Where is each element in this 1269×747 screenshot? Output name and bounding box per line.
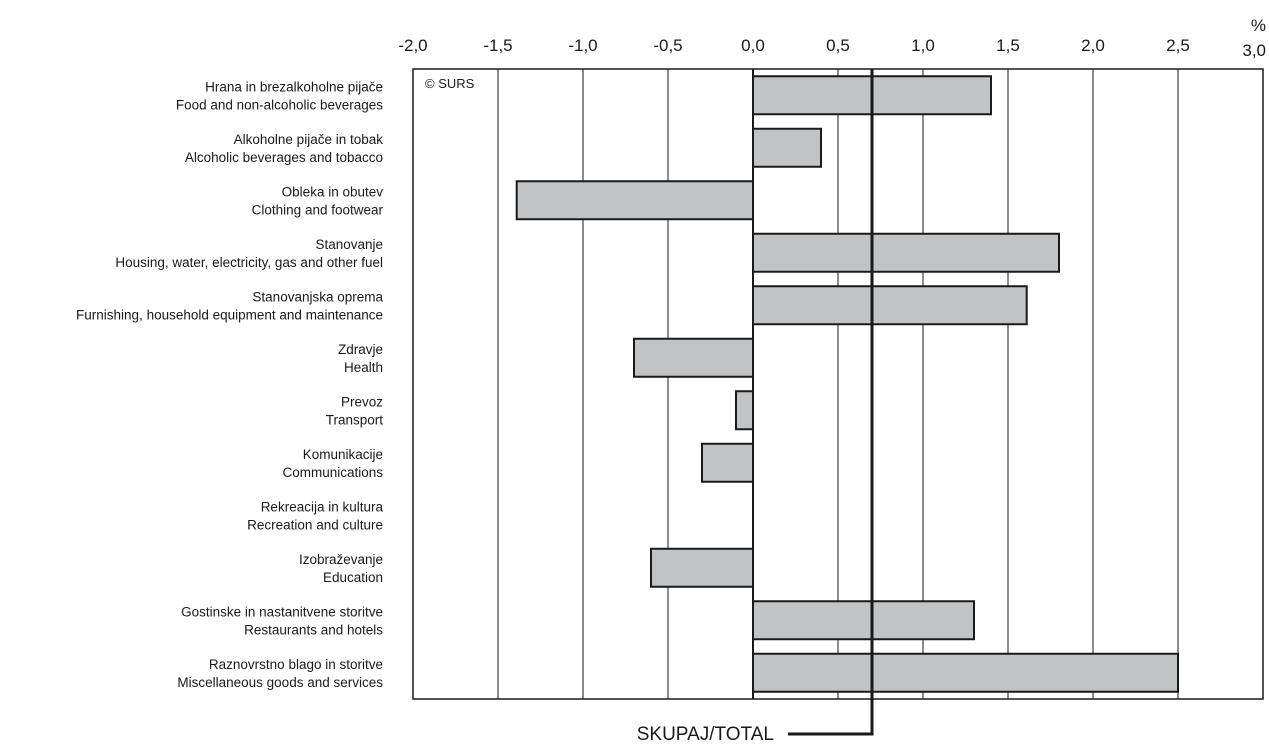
total-label: SKUPAJ/TOTAL: [637, 724, 774, 742]
category-label-sl: Gostinske in nastanitvene storitve: [181, 604, 383, 619]
category-label-sl: Alkoholne pijače in tobak: [234, 132, 384, 147]
category-label-en: Food and non-alcoholic beverages: [176, 97, 383, 112]
category-label-en: Furnishing, household equipment and main…: [76, 307, 383, 322]
bar: [752, 652, 1179, 693]
total-marker: [788, 69, 874, 736]
unit-label: %: [1251, 16, 1266, 35]
copyright-text: © SURS: [425, 76, 475, 91]
category-label-sl: Prevoz: [341, 394, 383, 409]
x-tick-labels: -2,0 -1,5 -1,0 -0,5 0,0 0,5 1,0 1,5 2,0 2,5 3,0: [398, 36, 1266, 60]
x-tick-label: -2,0: [398, 36, 427, 55]
bar: [633, 337, 754, 378]
category-label-en: Communications: [282, 465, 383, 480]
x-tick-label: -1,0: [568, 36, 597, 55]
plot-frame: [412, 68, 1264, 700]
category-label-en: Alcoholic beverages and tobacco: [185, 150, 383, 165]
category-label-sl: Raznovrstno blago in storitve: [209, 657, 383, 672]
bar: [752, 600, 975, 641]
category-label-sl: Obleka in obutev: [282, 184, 384, 199]
category-label-en: Clothing and footwear: [252, 202, 384, 217]
category-label-sl: Hrana in brezalkoholne pijače: [205, 79, 383, 94]
x-tick-label: -0,5: [653, 36, 682, 55]
bar: [735, 390, 754, 431]
x-tick-label: 3,0: [1242, 41, 1266, 60]
x-tick-label: 1,0: [911, 36, 935, 55]
x-tick-label: 0,0: [741, 36, 765, 55]
bar: [752, 127, 822, 168]
bar: [701, 442, 754, 483]
category-labels: Hrana in brezalkoholne pijače Food and no…: [76, 79, 383, 690]
category-label-en: Education: [323, 570, 383, 585]
x-tick-label: 2,5: [1166, 36, 1190, 55]
category-label-en: Miscellaneous goods and services: [177, 675, 383, 690]
category-label-en: Recreation and culture: [247, 517, 383, 532]
category-label-en: Health: [344, 360, 383, 375]
category-label-en: Restaurants and hotels: [244, 622, 383, 637]
category-label-sl: Rekreacija in kultura: [261, 499, 384, 514]
x-tick-label: 1,5: [996, 36, 1020, 55]
x-tick-label: 2,0: [1081, 36, 1105, 55]
category-label-sl: Zdravje: [338, 342, 383, 357]
bar: [650, 547, 754, 588]
category-label-sl: Stanovanjska oprema: [252, 289, 383, 304]
x-tick-label: 0,5: [826, 36, 850, 55]
x-tick-label: -1,5: [483, 36, 512, 55]
category-label-en: Housing, water, electricity, gas and oth…: [115, 255, 383, 270]
category-label-en: Transport: [326, 412, 384, 427]
category-label-sl: Komunikacije: [303, 447, 383, 462]
category-label-sl: Stanovanje: [315, 237, 383, 252]
bar: [752, 285, 1028, 326]
gridlines: [413, 69, 1263, 699]
category-label-sl: Izobraževanje: [299, 552, 383, 567]
bar: [752, 232, 1060, 273]
bar: [515, 180, 755, 221]
